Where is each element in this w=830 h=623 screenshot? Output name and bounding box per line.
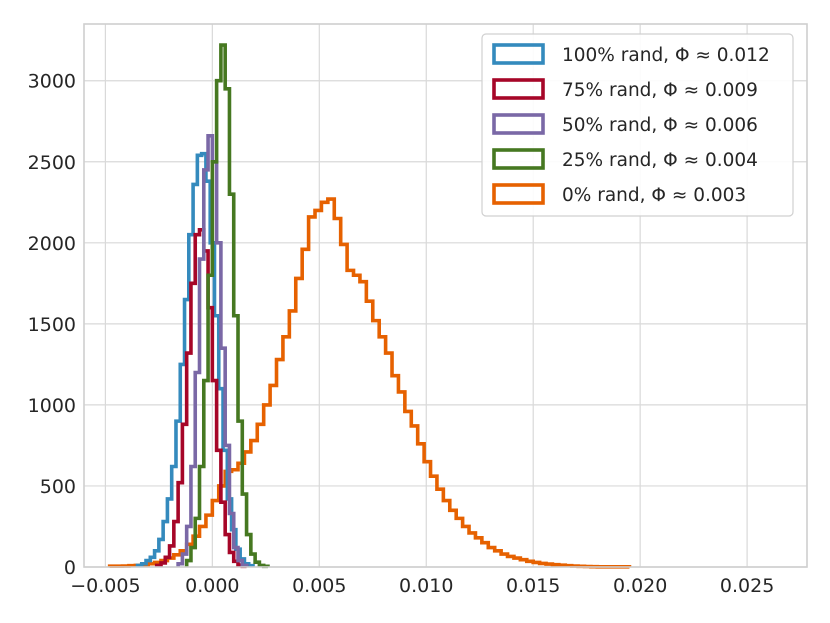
y-tick-label: 1500 — [28, 314, 76, 336]
y-tick-label: 500 — [40, 476, 76, 498]
histogram-outline-series-3 — [184, 43, 270, 569]
x-axis-ticks: −0.005 0.000 0.005 0.010 0.015 0.020 0.025 — [70, 575, 774, 597]
y-tick-label: 1000 — [28, 395, 76, 417]
legend-box — [481, 33, 794, 217]
legend-swatch — [492, 43, 545, 65]
y-tick-label: 3000 — [28, 71, 76, 93]
legend-swatch — [492, 78, 545, 100]
histogram-outline-series-2 — [176, 134, 249, 568]
y-tick-label: 0 — [64, 557, 76, 579]
y-tick-label: 2500 — [28, 152, 76, 174]
legend-label: 0% rand, Φ ≈ 0.003 — [562, 185, 746, 206]
histogram-series — [107, 43, 632, 569]
legend-label: 75% rand, Φ ≈ 0.009 — [562, 80, 758, 101]
x-tick-label: 0.000 — [185, 575, 239, 597]
x-tick-label: 0.005 — [292, 575, 346, 597]
legend-label: 50% rand, Φ ≈ 0.006 — [562, 115, 758, 136]
x-tick-label: −0.005 — [70, 575, 140, 597]
histogram-outline-series-1 — [154, 228, 249, 569]
y-tick-label: 2000 — [28, 233, 76, 255]
legend: 100% rand, Φ ≈ 0.012 75% rand, Φ ≈ 0.009 5… — [481, 33, 794, 217]
x-tick-label: 0.020 — [613, 575, 667, 597]
legend-label: 25% rand, Φ ≈ 0.004 — [562, 150, 758, 171]
x-tick-label: 0.025 — [720, 575, 774, 597]
x-tick-label: 0.010 — [399, 575, 453, 597]
legend-label: 100% rand, Φ ≈ 0.012 — [562, 45, 770, 66]
legend-swatch — [492, 148, 545, 170]
legend-swatch — [492, 183, 545, 205]
y-axis-ticks: 0 500 1000 1500 2000 2500 3000 — [28, 71, 76, 579]
x-tick-label: 0.015 — [506, 575, 560, 597]
legend-swatch — [492, 113, 545, 135]
plot-frame — [83, 23, 808, 568]
